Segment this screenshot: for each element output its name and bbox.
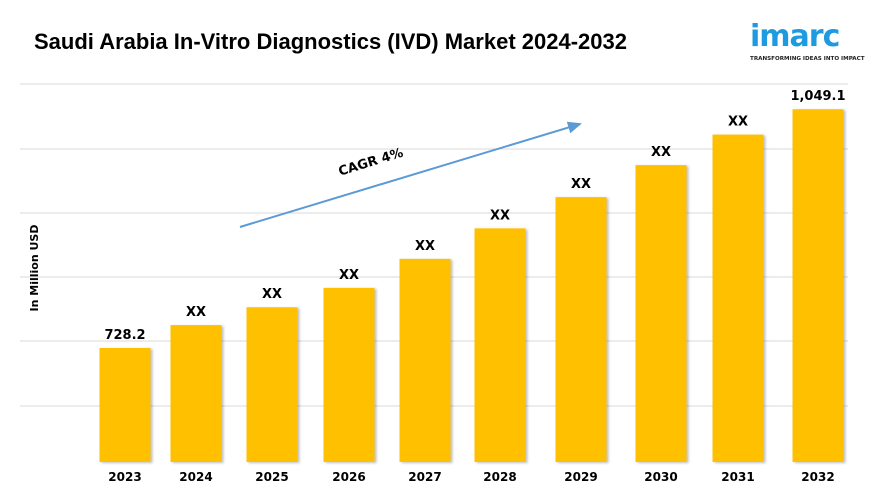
x-tick-2024: 2024 — [179, 470, 212, 484]
logo-tagline: TRANSFORMING IDEAS INTO IMPACT — [750, 56, 865, 62]
data-label-2031: XX — [728, 115, 748, 130]
bar-2028 — [474, 228, 526, 462]
data-label-2029: XX — [571, 177, 591, 192]
x-tick-2031: 2031 — [721, 470, 754, 484]
x-tick-2030: 2030 — [644, 470, 677, 484]
data-label-2030: XX — [651, 145, 671, 160]
data-label-2032: 1,049.1 — [790, 89, 845, 104]
data-label-2024: XX — [186, 305, 206, 320]
bar-2027 — [399, 258, 451, 462]
y-axis-label: In Million USD — [28, 225, 41, 312]
x-tick-2027: 2027 — [408, 470, 441, 484]
x-tick-2028: 2028 — [483, 470, 516, 484]
x-tick-2023: 2023 — [108, 470, 141, 484]
bar-2030 — [635, 165, 687, 462]
x-tick-2032: 2032 — [801, 470, 834, 484]
data-label-2028: XX — [490, 208, 510, 223]
bar-2026 — [323, 287, 375, 462]
logo-wordmark: imarc — [750, 19, 840, 54]
data-label-2023: 728.2 — [104, 328, 145, 343]
x-tick-2029: 2029 — [564, 470, 597, 484]
data-label-2027: XX — [415, 239, 435, 254]
x-tick-2026: 2026 — [332, 470, 365, 484]
data-label-2025: XX — [262, 287, 282, 302]
bar-2032 — [792, 109, 844, 463]
imarc-logo: imarc TRANSFORMING IDEAS INTO IMPACT — [750, 14, 870, 64]
cagr-label: CAGR 4% — [337, 146, 405, 180]
bar-2029 — [555, 197, 607, 462]
chart-title: Saudi Arabia In-Vitro Diagnostics (IVD) … — [34, 29, 627, 54]
bar-2024 — [170, 325, 222, 462]
x-tick-2025: 2025 — [255, 470, 288, 484]
bar-2031 — [712, 134, 764, 462]
bar-2023 — [99, 348, 151, 462]
bar-2025 — [246, 307, 298, 462]
data-label-2026: XX — [339, 268, 359, 283]
cagr-arrow — [239, 121, 582, 228]
